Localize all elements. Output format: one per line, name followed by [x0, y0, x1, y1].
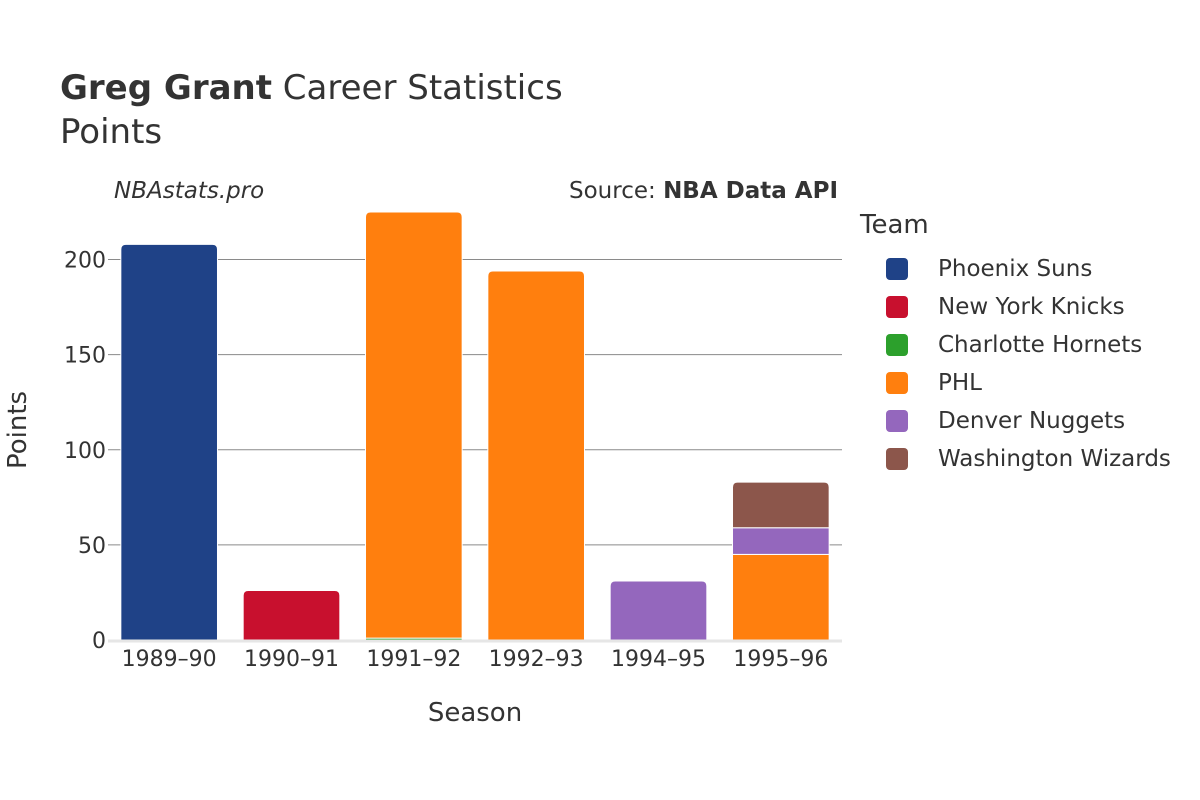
bar-segment[interactable]: New York Knicks 1990–91: 26 — [242, 590, 341, 641]
legend-label: Washington Wizards — [938, 446, 1171, 472]
legend-label: Denver Nuggets — [938, 408, 1126, 434]
bar-segment[interactable]: Washington Wizards 1995–96: 24 — [732, 481, 830, 529]
legend-item[interactable]: PHL — [860, 364, 1171, 402]
source-name: NBA Data API — [663, 178, 838, 204]
watermark: NBAstats.pro — [114, 178, 265, 204]
chart-subtitle: Points — [60, 112, 163, 152]
x-tick-label: 1991–92 — [366, 647, 461, 672]
legend: Team Phoenix Suns New York Knicks Charlott… — [860, 210, 1171, 478]
title-suffix: Career Statistics — [272, 68, 563, 108]
x-tick-label: 1992–93 — [489, 647, 584, 672]
source-credit: Source: NBA Data API — [569, 178, 838, 204]
legend-label: New York Knicks — [938, 294, 1125, 320]
bar-segment[interactable]: Denver Nuggets 1994–95: 31 — [609, 580, 708, 641]
legend-swatch — [886, 296, 908, 318]
legend-swatch — [886, 410, 908, 432]
legend-label: PHL — [938, 370, 982, 396]
y-axis-title: Points — [3, 391, 33, 469]
legend-title: Team — [860, 210, 929, 240]
legend-label: Charlotte Hornets — [938, 332, 1143, 358]
y-tick-label: 200 — [64, 249, 106, 274]
legend-item[interactable]: New York Knicks — [860, 288, 1171, 326]
x-axis-title: Season — [428, 698, 522, 728]
legend-swatch — [886, 448, 908, 470]
legend-item[interactable]: Phoenix Suns — [860, 250, 1171, 288]
x-tick-label: 1989–90 — [122, 647, 217, 672]
legend-item[interactable]: Denver Nuggets — [860, 402, 1171, 440]
bar-segment[interactable]: Phoenix Suns 1989–90: 208 — [120, 243, 218, 641]
y-tick-label: 0 — [92, 629, 106, 654]
bars: Phoenix Suns 1989–90: 208 New York Knicks… — [120, 211, 830, 641]
y-tick-label: 50 — [78, 534, 106, 559]
legend-swatch — [886, 372, 908, 394]
y-tick-label: 100 — [64, 439, 106, 464]
x-tick-label: 1995–96 — [733, 647, 828, 672]
legend-swatch — [886, 334, 908, 356]
legend-swatch — [886, 258, 908, 280]
legend-label: Phoenix Suns — [938, 256, 1093, 282]
player-name: Greg Grant — [60, 68, 272, 108]
source-prefix: Source: — [569, 178, 664, 204]
x-tick-label: 1990–91 — [244, 647, 339, 672]
bar-segment[interactable]: PHL 1991–92: 224 — [365, 211, 463, 639]
legend-item[interactable]: Charlotte Hornets — [860, 326, 1171, 364]
bar-segment[interactable]: PHL 1995–96: 45 — [732, 553, 830, 641]
axes: 0 50 100 150 200 1989–90 1990–91 1991–92 1992–93… — [3, 249, 842, 728]
legend-item[interactable]: Washington Wizards — [860, 440, 1171, 478]
grid-lines — [108, 259, 842, 546]
chart-title: Greg Grant Career Statistics — [60, 68, 563, 108]
bar-segment[interactable]: Denver Nuggets 1995–96: 14 — [732, 527, 830, 555]
x-tick-label: 1994–95 — [611, 647, 706, 672]
bar-segment[interactable]: PHL 1992–93: 194 — [487, 270, 585, 641]
y-tick-label: 150 — [64, 344, 106, 369]
